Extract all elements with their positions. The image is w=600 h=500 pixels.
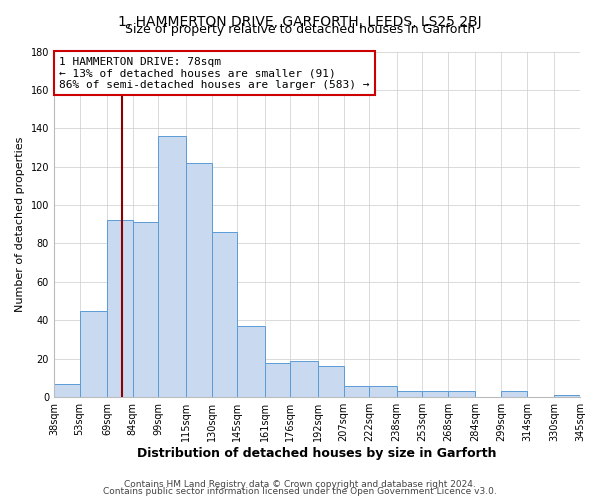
Bar [448, 392, 475, 397]
Bar [344, 386, 369, 397]
Bar [290, 360, 318, 397]
Bar [186, 163, 212, 397]
X-axis label: Distribution of detached houses by size in Garforth: Distribution of detached houses by size … [137, 447, 497, 460]
Bar [158, 136, 186, 397]
Bar [318, 366, 344, 397]
Bar [54, 384, 80, 397]
Bar [80, 310, 107, 397]
Bar [107, 220, 133, 397]
Bar [554, 395, 580, 397]
Text: 1 HAMMERTON DRIVE: 78sqm
← 13% of detached houses are smaller (91)
86% of semi-d: 1 HAMMERTON DRIVE: 78sqm ← 13% of detach… [59, 56, 370, 90]
Bar [265, 362, 290, 397]
Bar [237, 326, 265, 397]
Bar [133, 222, 158, 397]
Bar [212, 232, 237, 397]
Text: 1, HAMMERTON DRIVE, GARFORTH, LEEDS, LS25 2BJ: 1, HAMMERTON DRIVE, GARFORTH, LEEDS, LS2… [118, 15, 482, 29]
Bar [397, 392, 422, 397]
Text: Contains public sector information licensed under the Open Government Licence v3: Contains public sector information licen… [103, 487, 497, 496]
Y-axis label: Number of detached properties: Number of detached properties [15, 136, 25, 312]
Text: Contains HM Land Registry data © Crown copyright and database right 2024.: Contains HM Land Registry data © Crown c… [124, 480, 476, 489]
Text: Size of property relative to detached houses in Garforth: Size of property relative to detached ho… [125, 22, 475, 36]
Bar [369, 386, 397, 397]
Bar [422, 392, 448, 397]
Bar [501, 392, 527, 397]
